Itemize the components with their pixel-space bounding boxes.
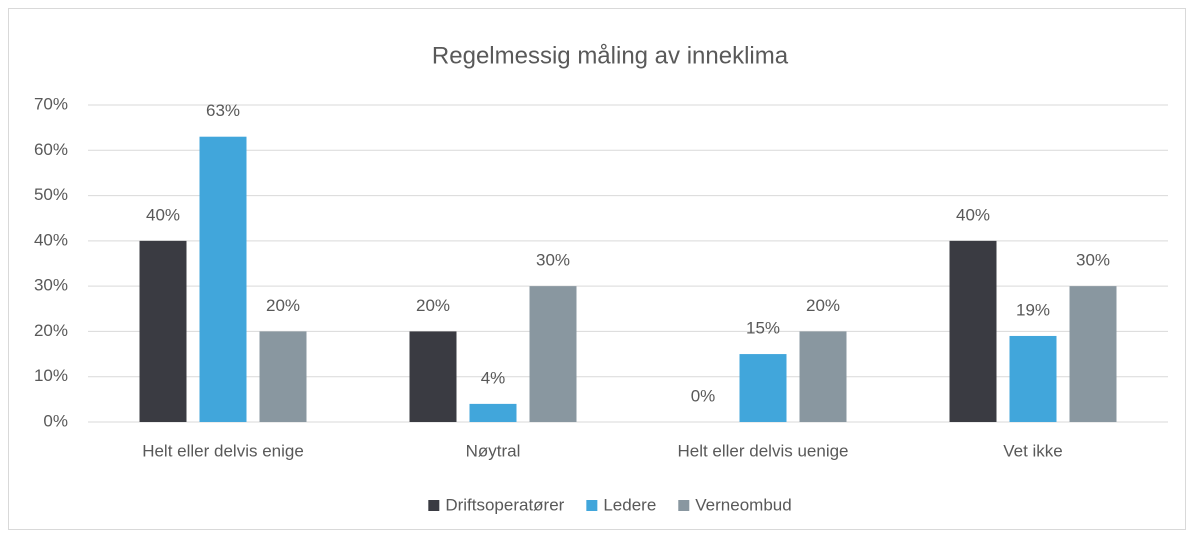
bar [139,240,187,422]
value-label: 19% [1016,300,1050,319]
legend-swatch [428,500,440,511]
value-label: 0% [691,386,716,405]
bar [409,331,457,422]
chart-title: Regelmessig måling av inneklima [432,42,789,69]
legend-label: Verneombud [695,495,791,514]
y-tick-label: 0% [43,411,68,430]
legend-label: Driftsoperatører [445,495,564,514]
y-tick-label: 60% [34,140,68,159]
legend-swatch [586,500,598,511]
bar [259,331,307,422]
bar [1069,286,1117,422]
value-label: 30% [536,251,570,270]
bar [529,286,577,422]
bar [799,331,847,422]
bar [199,136,247,422]
bar [469,403,517,422]
y-tick-label: 40% [34,230,68,249]
bar [1009,335,1057,422]
value-label: 20% [806,296,840,315]
bar [949,240,997,422]
legend-swatch [678,500,690,511]
x-tick-label: Helt eller delvis uenige [677,441,848,460]
y-tick-label: 10% [34,366,68,385]
legend-label: Ledere [603,495,656,514]
x-tick-label: Vet ikke [1003,441,1063,460]
value-label: 4% [481,368,506,387]
y-tick-label: 30% [34,276,68,295]
value-label: 20% [416,296,450,315]
x-tick-label: Helt eller delvis enige [142,441,304,460]
value-label: 20% [266,296,300,315]
bar [739,354,787,422]
value-label: 40% [956,205,990,224]
y-tick-label: 20% [34,321,68,340]
value-label: 15% [746,319,780,338]
value-label: 30% [1076,251,1110,270]
x-tick-label: Nøytral [466,441,521,460]
y-tick-label: 50% [34,185,68,204]
value-label: 63% [206,101,240,120]
y-tick-label: 70% [34,94,68,113]
value-label: 40% [146,205,180,224]
